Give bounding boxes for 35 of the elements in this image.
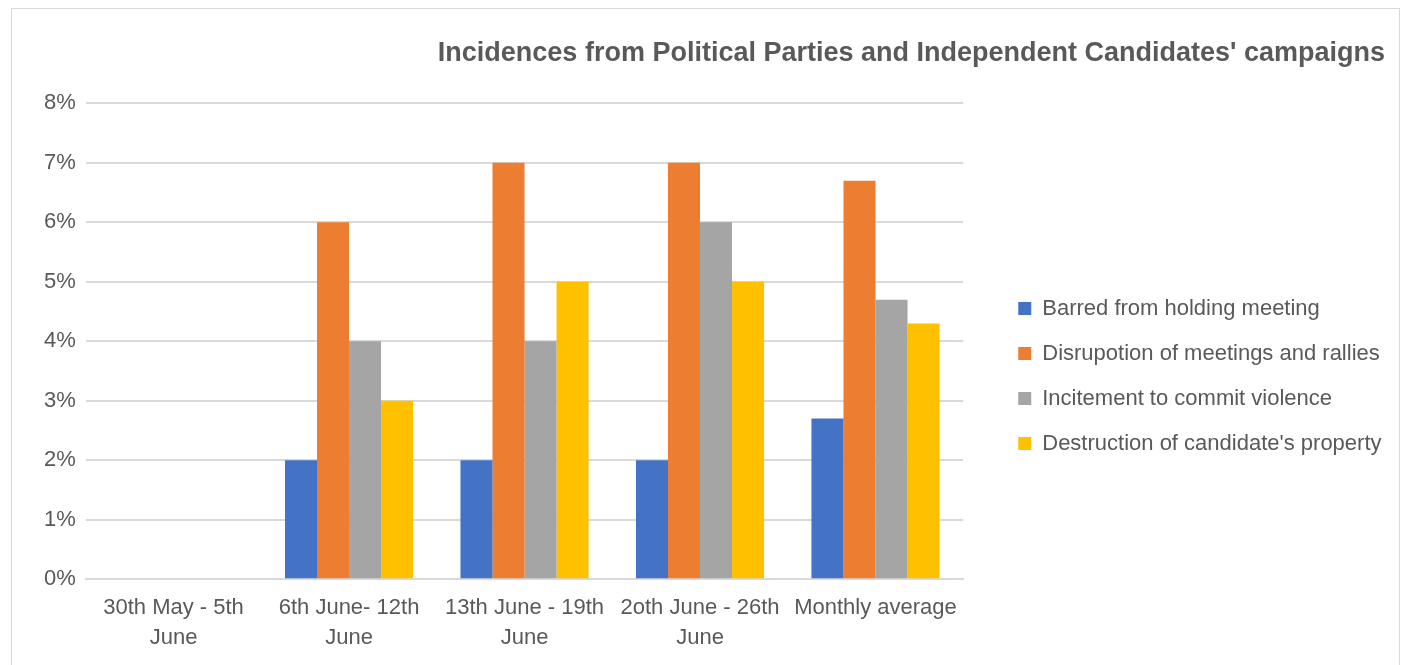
- bar: [524, 341, 557, 579]
- y-tick-label: 6%: [44, 208, 76, 234]
- legend-label: Destruction of candidate's property: [1042, 429, 1382, 455]
- bar: [381, 400, 414, 579]
- bar: [556, 281, 589, 579]
- x-tick-label: Monthly average: [794, 594, 957, 620]
- y-tick-label: 0%: [44, 565, 76, 591]
- y-tick-label: 1%: [44, 505, 76, 531]
- y-tick-label: 8%: [44, 89, 76, 115]
- bar: [732, 281, 765, 579]
- y-tick-label: 7%: [44, 148, 76, 174]
- x-tick-label: 6th June- 12th June: [278, 594, 420, 650]
- bar: [492, 162, 525, 579]
- legend-label: Barred from holding meeting: [1042, 294, 1320, 320]
- bar: [635, 460, 668, 579]
- bar: [843, 180, 876, 579]
- y-tick-label: 5%: [44, 267, 76, 293]
- bar: [317, 222, 350, 579]
- bar: [811, 418, 844, 579]
- bar: [667, 162, 701, 579]
- bar: [349, 341, 382, 579]
- x-tick-label: 2oth June - 26th June: [620, 594, 780, 650]
- bar: [875, 299, 908, 579]
- bar: [700, 222, 733, 579]
- chart-title: Incidences from Political Parties and Independent Candidates' campaigns: [437, 36, 1385, 67]
- legend-label: Incitement to commit violence: [1042, 384, 1333, 410]
- y-tick-label: 4%: [44, 327, 76, 353]
- y-tick-label: 3%: [44, 386, 76, 412]
- bar: [460, 460, 493, 579]
- legend-label: Disrupotion of meetings and rallies: [1042, 339, 1380, 365]
- bar: [284, 460, 318, 579]
- bar: [907, 323, 940, 579]
- x-tick-label: 30th May - 5th June: [103, 594, 244, 650]
- x-tick-label: 13th June - 19th June: [445, 594, 605, 650]
- y-tick-label: 2%: [44, 446, 76, 472]
